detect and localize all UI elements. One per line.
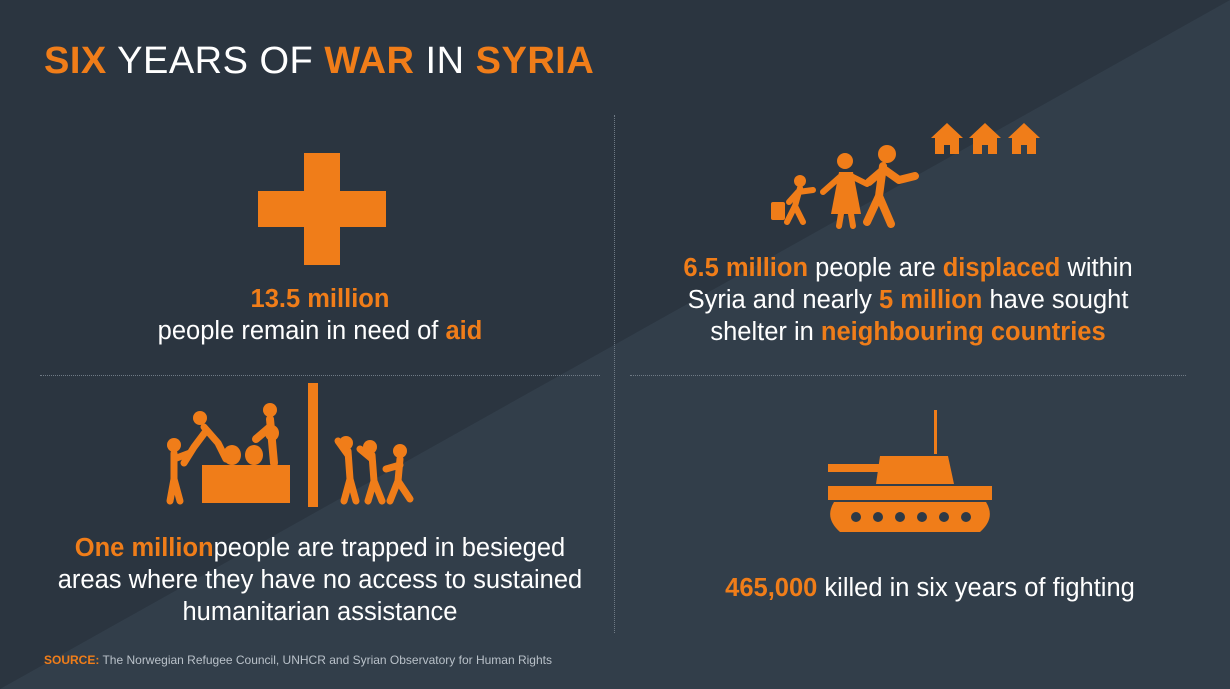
besieged-count: One million <box>74 534 214 562</box>
title-in: IN <box>414 40 476 82</box>
displaced-statement: 6.5 million people are displaced within … <box>630 252 1186 348</box>
displaced-text-1: people are <box>808 254 943 282</box>
refugee-count: 5 million <box>878 286 983 314</box>
vertical-divider <box>614 115 615 633</box>
house-icon <box>931 123 1040 154</box>
aid-count: 13.5 million <box>250 285 390 313</box>
title-syria: SYRIA <box>475 40 595 82</box>
siege-aid-icon <box>166 383 414 507</box>
siege-text-1: people are trapped in besieged <box>213 534 566 562</box>
death-toll: 465,000 <box>725 574 818 602</box>
source-footnote: SOURCE: The Norwegian Refugee Council, U… <box>44 653 552 667</box>
neighbouring-countries: neighbouring countries <box>820 318 1106 346</box>
fleeing-family-icon <box>771 123 1040 229</box>
title-war: WAR <box>324 40 415 82</box>
horizontal-divider-right <box>630 375 1186 376</box>
aid-text: people remain in need of <box>157 317 446 345</box>
displaced-highlight: displaced <box>942 254 1061 282</box>
aid-highlight: aid <box>445 317 483 345</box>
red-cross-icon <box>258 153 386 265</box>
displaced-text-5: shelter in <box>710 318 821 346</box>
displaced-count: 6.5 million <box>683 254 809 282</box>
title-years-of: YEARS OF <box>106 40 325 82</box>
aid-statement: 13.5 million people remain in need of ai… <box>100 283 540 347</box>
siege-text-2: areas where they have no access to susta… <box>57 566 583 594</box>
horizontal-divider-left <box>40 375 600 376</box>
tank-icon <box>828 410 992 532</box>
siege-text-3: humanitarian assistance <box>182 598 458 626</box>
displaced-text-3: Syria and nearly <box>687 286 879 314</box>
source-label: SOURCE: <box>44 653 100 667</box>
source-text: The Norwegian Refugee Council, UNHCR and… <box>99 653 552 667</box>
displaced-text-4: have sought <box>982 286 1129 314</box>
page-title: SIX YEARS OF WAR IN SYRIA <box>44 40 594 83</box>
title-six: SIX <box>44 40 107 82</box>
killed-statement: 465,000 killed in six years of fighting <box>630 572 1230 604</box>
siege-statement: One millionpeople are trapped in besiege… <box>20 532 620 628</box>
killed-text: killed in six years of fighting <box>817 574 1135 602</box>
displaced-text-2: within <box>1060 254 1133 282</box>
